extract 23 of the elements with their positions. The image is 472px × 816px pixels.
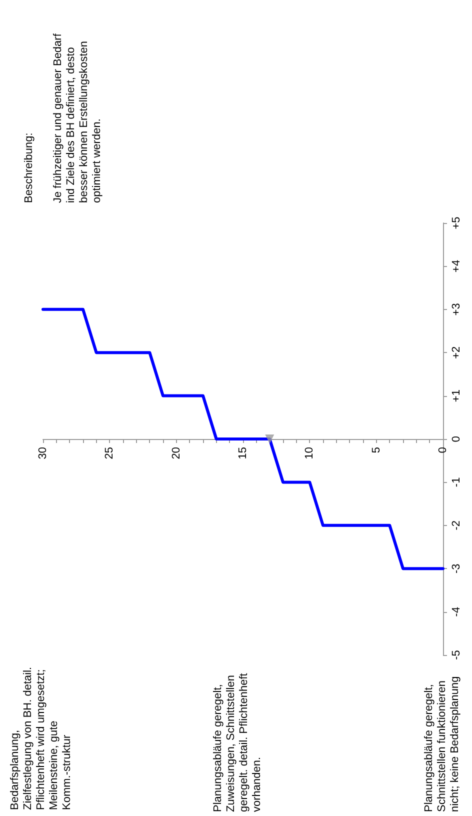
y-tick-label: +1 [450, 390, 462, 402]
text: Je frühzeitiger und genauer Bedarf ind Ziele des BH definiert, desto besser können Erstellungskosten optimiert werden. [52, 34, 104, 203]
y-tick-label: +5 [450, 216, 462, 230]
y-tick-label: -1 [450, 477, 462, 488]
text: Bedarfsplanung, Zielfestlegung von BH. detail. Pflichtenheft wird umgesetzt; Meilensteine, gute Komm.-struktur [9, 666, 74, 810]
x-tick-label: 10 [304, 447, 316, 460]
y-tick-label: -2 [450, 520, 462, 530]
x-tick-label: 20 [170, 447, 182, 460]
y-tick-label: +2 [450, 346, 462, 359]
y-tick-label: +4 [450, 260, 462, 272]
x-tick-label: 15 [237, 447, 249, 460]
text: Planungsabläufe geregelt, Zuweisungen, Schnittstellen geregelt. detail. Pflichtenheft vorhanden. [212, 673, 264, 812]
y-tick-label: 0 [450, 436, 462, 442]
x-tick-label: 0 [437, 447, 449, 454]
text: Beschreibung: [23, 132, 36, 203]
y-tick-label: -5 [450, 650, 462, 660]
text: Planungsabläufe geregelt, Schnittstellen funktionieren nicht; keine Bedarfsplanung [423, 676, 462, 812]
y-tick-label: +3 [450, 303, 462, 316]
x-tick-label: 25 [104, 447, 116, 460]
x-tick-label: 30 [37, 447, 49, 460]
x-tick-label: 5 [370, 447, 382, 454]
y-tick-label: -4 [450, 606, 462, 617]
y-tick-label: -3 [450, 564, 462, 574]
